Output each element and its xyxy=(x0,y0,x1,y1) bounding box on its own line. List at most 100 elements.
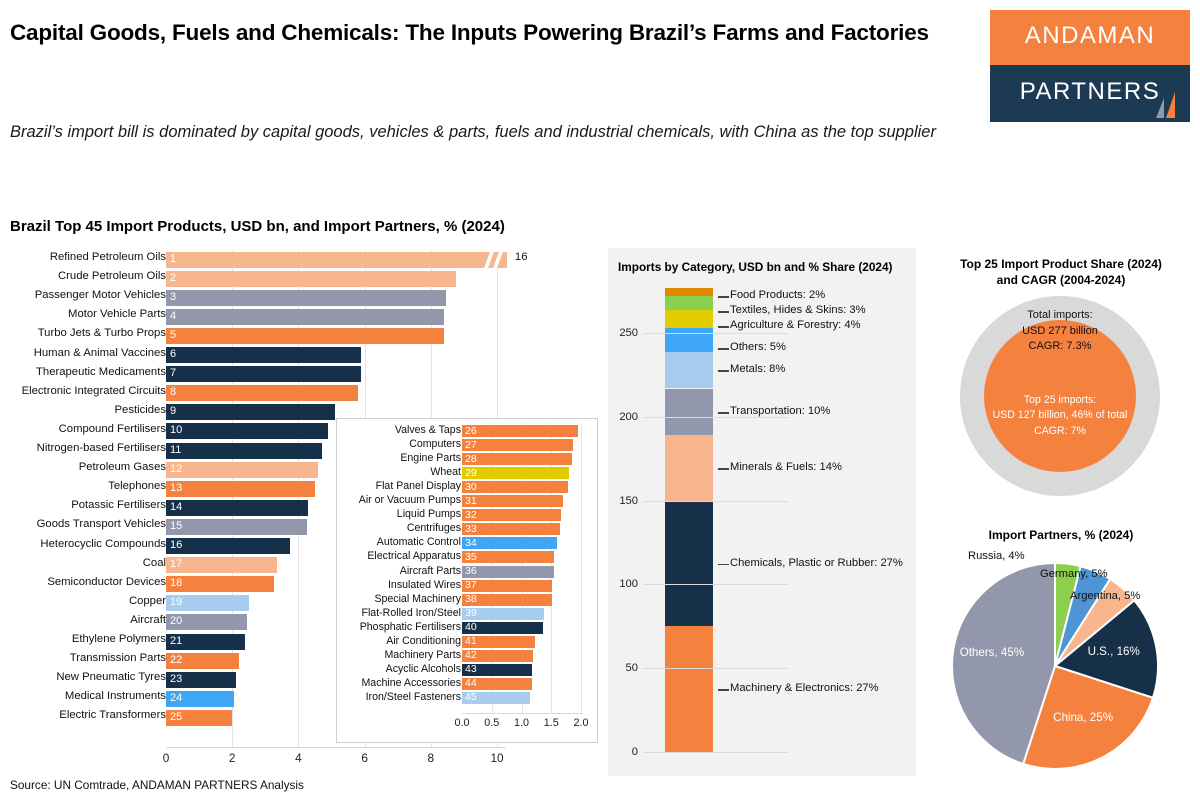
bar: 18 xyxy=(166,576,274,593)
bar-row: Coal 17 xyxy=(0,556,606,575)
pie-chart-title: Import Partners, % (2024) xyxy=(988,528,1134,542)
pie-slice-label: China, 25% xyxy=(1053,711,1113,724)
inset-bar-category-label: Acyclic Alcohols xyxy=(385,662,461,675)
bar-category-label: Motor Vehicle Parts xyxy=(68,308,166,321)
inset-bar-rank-label: 27 xyxy=(465,438,477,451)
bar-row: Potassic Fertilisers 14 xyxy=(0,498,606,517)
page-title: Capital Goods, Fuels and Chemicals: The … xyxy=(10,20,929,45)
bar: 4 xyxy=(166,308,445,325)
x-axis-tick: 6 xyxy=(361,751,368,765)
stacked-segment-label: Transportation: 10% xyxy=(730,404,831,417)
pie-slice-label: U.S., 16% xyxy=(1088,645,1140,658)
gridline xyxy=(581,423,582,713)
logo-top-band xyxy=(990,10,1190,65)
inset-x-axis-tick: 0.0 xyxy=(454,717,470,729)
bar: 13 xyxy=(166,480,315,497)
bar-rank-label: 21 xyxy=(170,634,183,647)
bar-row: Ethylene Polymers 21 xyxy=(0,632,606,651)
inset-bar-row: Electrical Apparatus 35 xyxy=(337,550,599,564)
bar-row: Electric Transformers 25 xyxy=(0,708,606,727)
inset-bar-rank-label: 42 xyxy=(465,649,477,662)
stacked-segment xyxy=(665,309,713,329)
bar: 8 xyxy=(166,385,358,402)
inset-bar: 30 xyxy=(462,481,568,494)
inset-bar-category-label: Air Conditioning xyxy=(386,634,461,647)
donut-outer-label: Total imports: USD 277 billion CAGR: 7.3% xyxy=(960,308,1160,355)
bar-category-label: Electric Transformers xyxy=(59,709,166,722)
inset-bar-row: Computers 27 xyxy=(337,438,599,452)
inset-bar: 31 xyxy=(462,495,564,508)
inset-bar-row: Liquid Pumps 32 xyxy=(337,508,599,522)
inset-bar-category-label: Machine Accessories xyxy=(361,676,461,689)
inset-bar: 28 xyxy=(462,452,573,466)
inset-bar-row: Machinery Parts 42 xyxy=(337,649,599,663)
bar-rank-label: 5 xyxy=(170,328,177,341)
pie-slice-label: Others, 45% xyxy=(960,646,1024,659)
stacked-segment-label: Metals: 8% xyxy=(730,363,786,376)
bar-row: Telephones 13 xyxy=(0,479,606,498)
leader-line xyxy=(718,348,729,350)
stacked-segment xyxy=(665,626,713,752)
bar-row: Human & Animal Vaccines 6 xyxy=(0,346,606,365)
stacked-segment-label: Machinery & Electronics: 27% xyxy=(730,682,879,695)
bar-row: Copper 19 xyxy=(0,594,606,613)
bar: 10 xyxy=(166,423,329,440)
bar: 21 xyxy=(166,633,246,650)
bar-category-label: Crude Petroleum Oils xyxy=(58,270,166,283)
inset-bar-row: Automatic Control 34 xyxy=(337,536,599,550)
bar-rank-label: 13 xyxy=(170,481,183,494)
inset-bar: 27 xyxy=(462,438,574,452)
bar-category-label: Goods Transport Vehicles xyxy=(36,518,166,531)
bar-row: Semiconductor Devices 18 xyxy=(0,575,606,594)
inset-bar-row: Acyclic Alcohols 43 xyxy=(337,663,599,677)
stacked-gridline xyxy=(643,668,788,670)
inset-bar-category-label: Wheat xyxy=(430,466,461,479)
pie-slice xyxy=(951,561,1056,766)
inset-bar-rank-label: 28 xyxy=(465,452,477,465)
inset-bar-row: Iron/Steel Fasteners 45 xyxy=(337,691,599,705)
bar: 17 xyxy=(166,557,277,574)
bar: 19 xyxy=(166,595,249,612)
inset-bar-chart: 0.0 0.5 1.0 1.5 2.0 Valves & Taps 26 Computers 2… xyxy=(336,418,598,743)
inset-bar: 35 xyxy=(462,551,555,564)
bar-row: Nitrogen-based Fertilisers 11 xyxy=(0,441,606,460)
bar-rank-label: 6 xyxy=(170,348,177,360)
bar-category-label: Nitrogen-based Fertilisers xyxy=(36,442,166,454)
bar-category-label: Passenger Motor Vehicles xyxy=(34,289,166,302)
stacked-y-tick: 200 xyxy=(619,410,638,423)
stacked-y-tick: 0 xyxy=(631,746,638,758)
sail-icon-orange xyxy=(1166,92,1175,118)
inset-bar: 37 xyxy=(462,579,553,592)
source-note: Source: UN Comtrade, ANDAMAN PARTNERS An… xyxy=(10,778,304,792)
bar-category-label: Compound Fertilisers xyxy=(58,422,166,435)
stacked-segment xyxy=(665,435,713,501)
bar-category-label: Therapeutic Medicaments xyxy=(36,365,166,378)
bar-category-label: New Pneumatic Tyres xyxy=(56,671,166,684)
page-subtitle: Brazil’s import bill is dominated by cap… xyxy=(10,123,936,141)
inset-bar-rank-label: 43 xyxy=(465,663,477,676)
bar-row: New Pneumatic Tyres 23 xyxy=(0,670,606,689)
stacked-gridline xyxy=(643,500,788,502)
inset-bar-rank-label: 38 xyxy=(465,593,477,606)
bar-rank-label: 25 xyxy=(170,710,183,723)
bar-row: Motor Vehicle Parts 4 xyxy=(0,307,606,326)
donut-outer-text-line-3: CAGR: 7.3% xyxy=(1028,340,1092,353)
bar: 12 xyxy=(166,461,319,478)
inset-bar-row: Flat Panel Display 30 xyxy=(337,480,599,494)
donut-inner-text-line-3: CAGR: 7% xyxy=(1034,424,1086,437)
bar: 14 xyxy=(166,499,309,516)
main-bar-chart: 0 2 4 6 8 10 Refined Petroleum Oils 1 16 Crude Pe… xyxy=(0,250,606,770)
inset-bar-category-label: Machinery Parts xyxy=(384,648,461,661)
pie-slice xyxy=(1021,664,1155,770)
inset-bar-rank-label: 36 xyxy=(465,565,477,577)
inset-bar-category-label: Flat-Rolled Iron/Steel xyxy=(361,606,461,619)
bar-rank-label: 12 xyxy=(170,462,183,475)
stacked-segment xyxy=(665,351,713,389)
bar-rank-label: 22 xyxy=(170,653,183,666)
bar-rank-label: 2 xyxy=(170,271,177,284)
x-axis-tick: 0 xyxy=(162,751,170,765)
donut-outer-text-line-2: USD 277 billion xyxy=(1022,324,1098,337)
inset-bar-category-label: Phosphatic Fertilisers xyxy=(359,620,461,633)
logo-text-partners: PARTNERS xyxy=(1019,78,1161,105)
donut-inner-text-line-2: USD 127 billion, 46% of total xyxy=(992,409,1128,422)
